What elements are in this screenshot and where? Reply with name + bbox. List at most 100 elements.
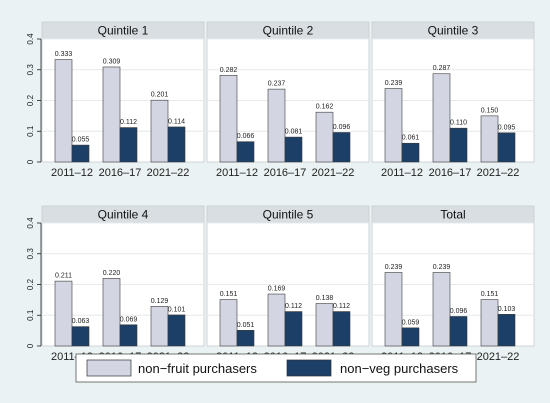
panel-1: Quintile 1 0.333 0.309 0.201 0.055 0.112 0.114…	[26, 21, 205, 179]
non-fruit-bar	[150, 99, 169, 163]
non-veg-bar	[167, 314, 186, 347]
non-fruit-bar	[480, 115, 499, 163]
x-tick-label: 2011–12	[51, 167, 93, 179]
data-label: 0.061	[402, 135, 420, 142]
non-fruit-bar	[384, 88, 403, 163]
data-label: 0.112	[333, 303, 350, 310]
non-fruit-bar	[480, 299, 499, 347]
non-veg-bar	[284, 311, 303, 347]
y-tick-label: 0.4	[26, 217, 35, 229]
y-tick-label: 0.3	[26, 64, 35, 76]
data-label: 0.151	[220, 291, 238, 298]
data-label: 0.239	[385, 264, 403, 271]
data-label: 0.081	[285, 129, 303, 136]
data-label: 0.150	[481, 107, 499, 114]
x-tick-label: 2011–12	[216, 167, 258, 179]
non-fruit-bar	[432, 272, 451, 347]
y-tick-label: 0.2	[26, 278, 35, 290]
non-veg-bar	[449, 316, 468, 347]
y-tick-label: 0	[26, 343, 35, 348]
legend-label-non-fruit: non−fruit purchasers	[138, 361, 257, 376]
data-label: 0.138	[316, 295, 334, 302]
y-tick-label: 0.2	[26, 94, 35, 106]
non-veg-bar	[167, 126, 186, 163]
non-veg-bar	[236, 330, 255, 347]
data-label: 0.096	[450, 308, 468, 315]
non-veg-bar	[497, 314, 516, 347]
x-tick-label: 2016–17	[264, 167, 307, 179]
non-fruit-bar	[102, 66, 121, 163]
panel-4: Quintile 4 0.211 0.220 0.129 0.063 0.069 0.101…	[26, 205, 205, 363]
non-fruit-bar	[267, 293, 286, 347]
panel-title: Quintile 5	[263, 208, 314, 222]
non-fruit-bar	[384, 272, 403, 347]
data-label: 0.096	[333, 124, 351, 131]
data-label: 0.112	[120, 119, 137, 126]
x-tick-label: 2021–22	[147, 167, 190, 179]
non-veg-bar	[71, 144, 90, 163]
data-label: 0.239	[385, 80, 403, 87]
data-label: 0.287	[433, 65, 451, 72]
y-tick-label: 0.1	[26, 125, 35, 137]
data-label: 0.103	[498, 306, 516, 313]
data-label: 0.129	[151, 298, 169, 305]
legend: non−fruit purchasers non−veg purchasers	[75, 353, 477, 383]
data-label: 0.237	[268, 81, 286, 88]
non-fruit-bar	[150, 306, 169, 347]
non-veg-bar	[119, 324, 138, 347]
data-label: 0.114	[168, 118, 185, 125]
non-fruit-bar	[315, 303, 334, 347]
data-label: 0.211	[55, 273, 72, 280]
legend-swatch-non-fruit	[86, 359, 132, 377]
non-fruit-bar	[219, 74, 238, 163]
non-fruit-bar	[102, 278, 121, 347]
data-label: 0.309	[103, 58, 121, 65]
data-label: 0.220	[103, 270, 121, 277]
legend-box	[75, 353, 477, 383]
x-tick-label: 2021–22	[312, 167, 355, 179]
non-veg-bar	[497, 132, 516, 163]
panel-5: Quintile 5 0.151 0.169 0.138 0.051 0.112 0.112…	[206, 205, 370, 363]
y-tick-label: 0.4	[26, 33, 35, 45]
data-label: 0.059	[402, 319, 420, 326]
non-fruit-bar	[315, 111, 334, 163]
x-tick-label: 2016–17	[429, 167, 472, 179]
data-label: 0.066	[237, 133, 255, 140]
panel-3: Quintile 3 0.239 0.287 0.150 0.061 0.110 0.095…	[371, 21, 535, 179]
data-label: 0.112	[285, 303, 302, 310]
x-tick-label: 2021–22	[477, 167, 520, 179]
non-veg-bar	[119, 127, 138, 163]
data-label: 0.055	[72, 137, 90, 144]
non-veg-bar	[284, 136, 303, 163]
data-label: 0.169	[268, 286, 286, 293]
data-label: 0.282	[220, 67, 238, 74]
panel-title: Quintile 3	[428, 24, 479, 38]
non-fruit-bar	[219, 299, 238, 347]
panel-title: Quintile 4	[98, 208, 149, 222]
data-label: 0.063	[72, 318, 90, 325]
x-tick-label: 2011–12	[381, 167, 423, 179]
data-label: 0.201	[151, 92, 169, 99]
non-veg-bar	[332, 132, 351, 163]
non-fruit-bar	[432, 73, 451, 163]
data-label: 0.069	[120, 316, 138, 323]
data-label: 0.239	[433, 264, 451, 271]
non-fruit-bar	[54, 59, 73, 163]
data-label: 0.110	[450, 120, 467, 127]
non-fruit-bar	[267, 88, 286, 163]
non-fruit-bar	[54, 280, 73, 347]
data-label: 0.151	[481, 291, 499, 298]
panel-title: Quintile 1	[98, 24, 149, 38]
panel-title: Quintile 2	[263, 24, 314, 38]
data-label: 0.051	[237, 322, 255, 329]
data-label: 0.162	[316, 104, 334, 111]
legend-label-non-veg: non−veg purchasers	[340, 361, 459, 376]
data-label: 0.101	[168, 306, 186, 313]
non-veg-bar	[332, 311, 351, 347]
non-veg-bar	[449, 127, 468, 163]
x-tick-label: 2016–17	[99, 167, 142, 179]
y-tick-label: 0.3	[26, 248, 35, 260]
y-tick-label: 0.1	[26, 309, 35, 321]
